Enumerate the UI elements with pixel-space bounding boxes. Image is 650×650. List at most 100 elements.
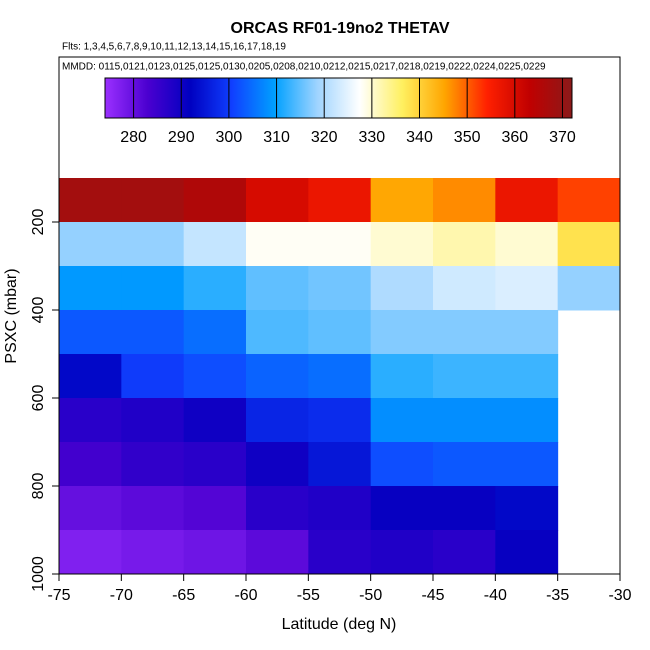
x-tick-label: -70 — [110, 587, 133, 604]
subtitle: Flts: 1,3,4,5,6,7,8,9,10,11,12,13,14,15,… — [62, 42, 286, 53]
heat-cell — [121, 178, 185, 223]
heat-cell — [370, 354, 434, 399]
colorbar-tick-label: 310 — [263, 129, 290, 146]
x-tick-label: -65 — [172, 587, 195, 604]
colorbar-tick-label: 290 — [168, 129, 195, 146]
heat-cell — [308, 310, 372, 355]
x-tick-label: -55 — [297, 587, 320, 604]
y-tick-label: 1000 — [30, 556, 47, 592]
annotation: MMDD: 0115,0121,0123,0125,0125,0130,0205… — [62, 62, 546, 73]
plot-frame — [58, 56, 621, 575]
y-tick-label: 800 — [30, 473, 47, 500]
heat-cell — [308, 530, 372, 575]
heat-cell — [495, 398, 559, 443]
heat-cell — [121, 266, 185, 311]
heat-cell — [370, 486, 434, 531]
y-tick-label: 400 — [30, 297, 47, 324]
heat-cell — [183, 222, 247, 267]
heat-cell — [59, 178, 122, 223]
heat-cell — [557, 222, 621, 267]
heat-cell — [183, 486, 247, 531]
heat-cell — [495, 310, 559, 355]
heat-cell — [246, 310, 309, 355]
colorbar-tick-label: 370 — [549, 129, 576, 146]
x-tick-label: -30 — [608, 587, 631, 604]
heat-cell — [59, 266, 122, 311]
heat-cell — [308, 178, 372, 223]
heat-cell — [121, 310, 185, 355]
heat-cell — [59, 442, 122, 487]
heat-cell — [183, 310, 247, 355]
heat-cell — [308, 222, 372, 267]
heat-cell — [183, 266, 247, 311]
heat-cell — [183, 398, 247, 443]
heat-cell — [183, 530, 247, 575]
heat-cell — [370, 222, 434, 267]
heat-cell — [370, 266, 434, 311]
heat-cell — [59, 486, 122, 531]
heat-cell — [59, 398, 122, 443]
heat-cell — [308, 398, 372, 443]
x-tick-label: -75 — [47, 587, 70, 604]
heat-cell — [495, 178, 559, 223]
heat-cell — [433, 266, 496, 311]
x-tick-label: -40 — [484, 587, 507, 604]
heat-cell — [370, 178, 434, 223]
heat-cell — [495, 530, 559, 575]
heat-cell — [246, 354, 309, 399]
heat-cell — [370, 442, 434, 487]
x-axis-label: Latitude (deg N) — [282, 616, 397, 633]
heat-cell — [121, 398, 185, 443]
colorbar-tick-label: 360 — [501, 129, 528, 146]
heat-cell — [433, 442, 496, 487]
colorbar — [104, 77, 573, 119]
x-tick-label: -60 — [234, 587, 257, 604]
heat-cell — [557, 178, 621, 223]
x-tick-label: -45 — [421, 587, 444, 604]
heat-cell — [433, 398, 496, 443]
heat-cell — [121, 222, 185, 267]
heat-cell — [59, 222, 122, 267]
heat-cell — [121, 530, 185, 575]
heat-cell — [433, 310, 496, 355]
heat-cell — [246, 486, 309, 531]
heat-cell — [495, 486, 559, 531]
colorbar-tick-label: 330 — [359, 129, 386, 146]
y-tick-label: 200 — [30, 209, 47, 236]
y-axis-label: PSXC (mbar) — [3, 268, 20, 363]
heat-cell — [183, 442, 247, 487]
heat-cell — [308, 486, 372, 531]
heat-cell — [308, 354, 372, 399]
heat-cell — [121, 354, 185, 399]
colorbar-tick-label: 280 — [120, 129, 147, 146]
heat-cell — [433, 222, 496, 267]
heat-cell — [246, 178, 309, 223]
heat-cell — [433, 354, 496, 399]
heat-cell — [433, 178, 496, 223]
heat-cell — [59, 354, 122, 399]
heat-cell — [433, 486, 496, 531]
heat-cell — [246, 222, 309, 267]
heat-cell — [370, 310, 434, 355]
heat-cell — [121, 442, 185, 487]
colorbar-tick-label: 350 — [454, 129, 481, 146]
colorbar-tick-label: 300 — [216, 129, 243, 146]
heat-cell — [557, 266, 621, 311]
chart-title: ORCAS RF01-19no2 THETAV — [231, 20, 450, 37]
y-tick-label: 600 — [30, 385, 47, 412]
heat-cell — [495, 354, 559, 399]
heat-cell — [370, 398, 434, 443]
heat-cell — [183, 178, 247, 223]
x-tick-label: -50 — [359, 587, 382, 604]
heat-cell — [495, 222, 559, 267]
heat-cell — [308, 442, 372, 487]
heat-cell — [59, 530, 122, 575]
heat-cell — [246, 266, 309, 311]
heat-cell — [308, 266, 372, 311]
x-tick-label: -35 — [546, 587, 569, 604]
heat-cell — [370, 530, 434, 575]
heat-cell — [495, 266, 559, 311]
heat-cell — [121, 486, 185, 531]
heat-cell — [246, 530, 309, 575]
